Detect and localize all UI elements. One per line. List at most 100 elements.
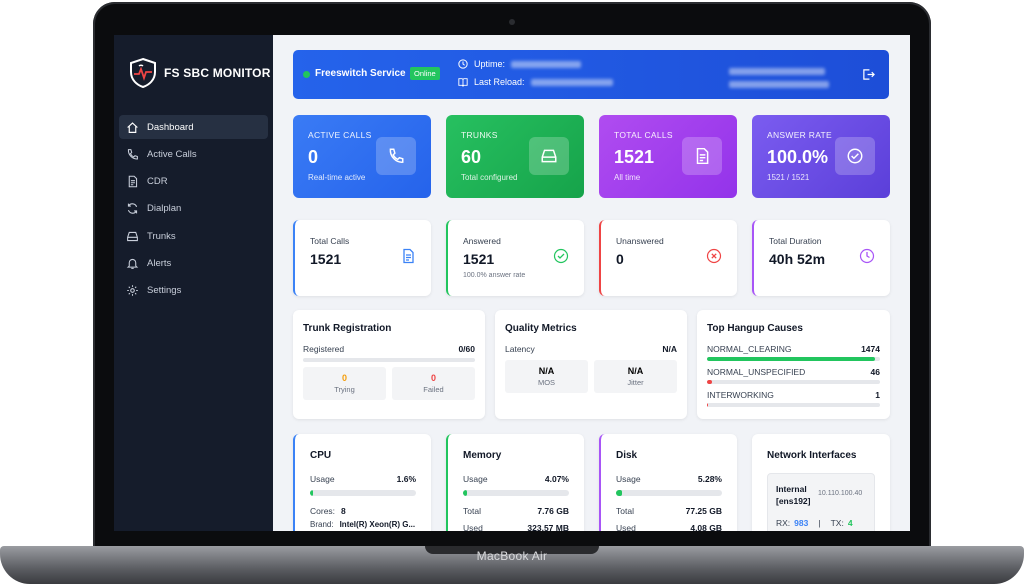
hangup-row: NORMAL_CLEARING 1474	[707, 344, 880, 354]
uptime-row: Uptime:	[458, 59, 582, 69]
logout-icon[interactable]	[862, 68, 875, 81]
hangup-bar	[707, 380, 880, 384]
failed-box: 0 Failed	[392, 367, 475, 400]
usage-label: Usage	[616, 474, 641, 484]
document-icon	[696, 147, 709, 165]
brand-row: Brand: Intel(R) Xeon(R) G...	[310, 520, 416, 529]
kpi-sub: Real-time active	[308, 173, 366, 182]
stat-sub: 100.0% answer rate	[463, 272, 526, 279]
failed-value: 0	[430, 373, 436, 383]
hangup-label: NORMAL_UNSPECIFIED	[707, 367, 806, 377]
stat-label: Answered	[463, 236, 501, 246]
jitter-value: N/A	[627, 366, 644, 376]
service-status-bar: Freeswitch Service Online Uptime: Last R…	[293, 50, 889, 99]
phone-icon	[127, 148, 138, 160]
jitter-box: N/A Jitter	[594, 360, 677, 393]
stat-card-answered: Answered 1521 100.0% answer rate	[446, 220, 584, 296]
panel-title: Trunk Registration	[303, 323, 392, 334]
usage-label: Usage	[310, 474, 335, 484]
gear-icon	[127, 285, 138, 297]
total-value: 7.76 GB	[537, 506, 569, 516]
usage-bar	[463, 490, 569, 496]
card-title: Network Interfaces	[767, 450, 857, 461]
failed-label: Failed	[423, 385, 444, 394]
registered-label: Registered	[303, 344, 345, 354]
kpi-icon-box	[682, 137, 722, 175]
home-icon	[127, 121, 138, 133]
refresh-icon	[127, 203, 138, 215]
usage-bar	[616, 490, 722, 496]
kpi-icon-box	[376, 137, 416, 175]
trying-box: 0 Trying	[303, 367, 386, 400]
sidebar-item-dialplan[interactable]: Dialplan	[119, 197, 268, 221]
stat-card-unanswered: Unanswered 0	[599, 220, 737, 296]
app-logo[interactable]: FS SBC MONITOR	[128, 57, 271, 89]
used-value: 4.08 GB	[690, 523, 722, 531]
used-row: Used 323.57 MB	[463, 523, 569, 531]
latency-row: Latency N/A	[505, 344, 677, 354]
usage-bar-fill	[616, 490, 622, 496]
used-value: 323.57 MB	[527, 523, 569, 531]
check-circle-icon	[553, 248, 569, 264]
kpi-value: 1521	[614, 147, 655, 167]
clock-icon	[859, 248, 875, 264]
kpi-label: ACTIVE CALLS	[308, 130, 372, 140]
jitter-label: Jitter	[627, 378, 644, 387]
traffic-row: RX: 983 | TX: 4	[776, 518, 853, 528]
hangup-bar-fill	[707, 380, 713, 384]
brand-label: Brand:	[310, 520, 334, 529]
memory-card: Memory Usage 4.07% Total 7.76 GB Used 32…	[446, 434, 584, 531]
sidebar-item-alerts[interactable]: Alerts	[119, 251, 268, 275]
kpi-value: 100.0%	[767, 147, 829, 167]
registered-value: 0/60	[458, 344, 475, 354]
stat-label: Total Duration	[769, 236, 822, 246]
app-title: FS SBC MONITOR	[164, 66, 271, 80]
kpi-card-total-calls: TOTAL CALLS 1521 All time	[599, 115, 737, 198]
cpu-card: CPU Usage 1.6% Cores: 8 Brand: Intel(R) …	[293, 434, 431, 531]
hangup-row: INTERWORKING 1	[707, 390, 880, 400]
panel-title: Top Hangup Causes	[707, 323, 803, 334]
registered-row: Registered 0/60	[303, 344, 475, 354]
sidebar-item-dashboard[interactable]: Dashboard	[119, 115, 268, 139]
document-icon	[403, 248, 414, 264]
sidebar-item-settings[interactable]: Settings	[119, 279, 268, 303]
sidebar-item-label: Settings	[147, 285, 182, 297]
hangup-label: NORMAL_CLEARING	[707, 344, 792, 354]
usage-label: Usage	[463, 474, 488, 484]
status-badge: Online	[410, 67, 440, 80]
camera-icon	[509, 19, 515, 25]
device-label: MacBook Air	[476, 549, 548, 563]
sidebar-item-label: Active Calls	[147, 148, 197, 160]
kpi-card-answer-rate: ANSWER RATE 100.0% 1521 / 1521	[752, 115, 890, 198]
cores-row: Cores: 8	[310, 506, 416, 516]
tx-label: TX:	[830, 518, 844, 528]
drive-icon	[541, 149, 557, 163]
sidebar-item-label: Dashboard	[147, 121, 194, 133]
stat-value: 40h 52m	[769, 251, 826, 267]
service-name: Freeswitch Service	[315, 68, 406, 79]
hangup-bar-fill	[707, 357, 875, 361]
redacted-value	[511, 60, 582, 68]
panel-title: Quality Metrics	[505, 323, 577, 334]
sidebar-item-trunks[interactable]: Trunks	[119, 224, 268, 248]
quality-metrics-panel: Quality Metrics Latency N/A N/A MOS N/A …	[495, 310, 687, 419]
latency-label: Latency	[505, 344, 535, 354]
total-value: 77.25 GB	[685, 506, 722, 516]
sidebar-item-active-calls[interactable]: Active Calls	[119, 142, 268, 166]
sidebar-item-label: Dialplan	[147, 203, 182, 215]
network-interface-item[interactable]: Internal [ens192] 10.110.100.40 RX: 983 …	[767, 473, 875, 531]
kpi-sub: All time	[614, 173, 641, 182]
stat-label: Unanswered	[616, 236, 664, 246]
sidebar-item-label: Trunks	[147, 230, 176, 242]
hangup-value: 1	[875, 390, 880, 400]
usage-row: Usage 4.07%	[463, 474, 569, 484]
rx-value: 983	[794, 518, 809, 528]
drive-icon	[127, 231, 138, 241]
trying-value: 0	[341, 373, 347, 383]
usage-value: 5.28%	[697, 474, 722, 484]
total-label: Total	[616, 506, 634, 516]
x-circle-icon	[706, 248, 722, 264]
brand-value: Intel(R) Xeon(R) G...	[339, 520, 416, 529]
sidebar-item-cdr[interactable]: CDR	[119, 170, 268, 194]
